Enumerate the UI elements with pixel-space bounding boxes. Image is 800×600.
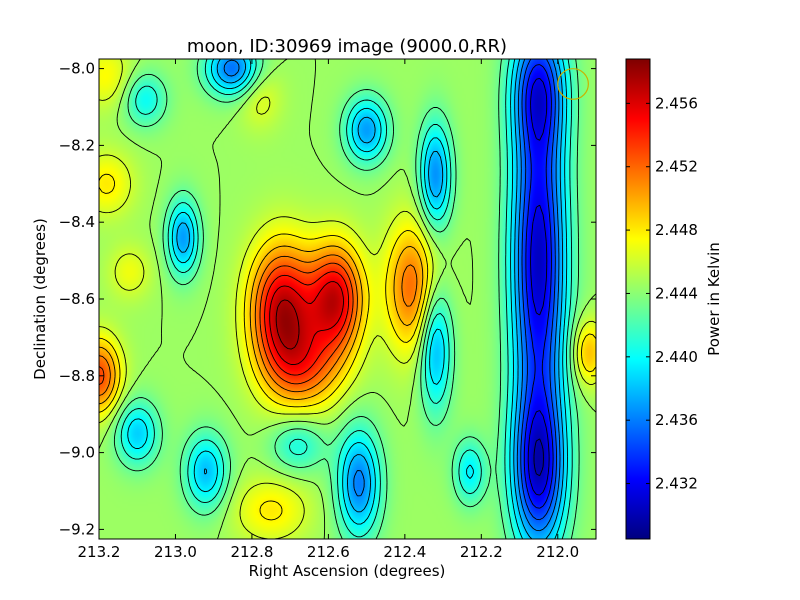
colorbar-tick-label: 2.448 — [655, 221, 698, 239]
colorbar-tick-label: 2.436 — [655, 411, 698, 429]
x-tick-label: 212.0 — [536, 543, 579, 561]
contour-line — [99, 254, 418, 397]
y-axis-ticks: −8.0 −8.2 −8.4 −8.6 −8.8 −9.0 −9.2 — [59, 60, 596, 538]
y-tick-label: −8.2 — [59, 136, 95, 154]
y-tick-label: −8.8 — [59, 367, 95, 385]
contour-line — [127, 59, 568, 539]
x-tick-label: 212.4 — [383, 543, 426, 561]
contour-line — [99, 59, 596, 539]
x-tick-label: 212.6 — [307, 543, 350, 561]
contour-line — [176, 59, 564, 539]
x-tick-label: 212.2 — [460, 543, 503, 561]
y-axis-label: Declination (degrees) — [31, 218, 49, 380]
contour-line — [533, 438, 544, 477]
contour-line — [99, 59, 596, 539]
contour-line — [120, 59, 573, 539]
contour-line — [99, 262, 354, 386]
y-tick-label: −8.0 — [59, 60, 95, 78]
colorbar — [625, 58, 651, 540]
colorbar-tick-label: 2.444 — [655, 284, 698, 302]
contour-line — [264, 271, 350, 376]
beam-circle-marker — [557, 68, 589, 100]
colorbar-tick-label: 2.456 — [655, 94, 698, 112]
contour-line — [520, 59, 558, 521]
contour-line — [275, 299, 300, 350]
y-tick-label: −9.2 — [59, 520, 95, 538]
x-tick-label: 212.8 — [230, 543, 273, 561]
chart-title: moon, ID:30969 image (9000.0,RR) — [187, 36, 507, 57]
colorbar-tick-label: 2.452 — [655, 158, 698, 176]
colorbar-label: Power in Kelvin — [705, 242, 723, 356]
y-tick-label: −8.6 — [59, 290, 95, 308]
contour-line — [223, 59, 561, 532]
contour-line — [99, 245, 424, 405]
contour-line — [527, 77, 550, 496]
colorbar-tick-label: 2.440 — [655, 348, 698, 366]
contour-line — [523, 64, 554, 509]
y-tick-label: −9.0 — [59, 444, 95, 462]
x-tick-label: 213.0 — [154, 543, 197, 561]
x-axis-label: Right Ascension (degrees) — [249, 562, 446, 580]
contour-line — [113, 59, 580, 539]
contour-line — [269, 281, 344, 366]
heatmap-image — [99, 59, 596, 539]
contour-lines — [99, 59, 596, 539]
colorbar-tick-label: 2.432 — [655, 475, 698, 493]
x-tick-label: 213.2 — [78, 543, 121, 561]
y-tick-label: −8.4 — [59, 213, 95, 231]
x-axis-ticks: 213.2 213.0 212.8 212.6 212.4 212.2 212.0 — [78, 59, 579, 561]
colorbar-ticks: 2.456 2.452 2.448 2.444 2.440 2.436 2.432 — [626, 94, 698, 493]
contour-line — [99, 173, 596, 521]
